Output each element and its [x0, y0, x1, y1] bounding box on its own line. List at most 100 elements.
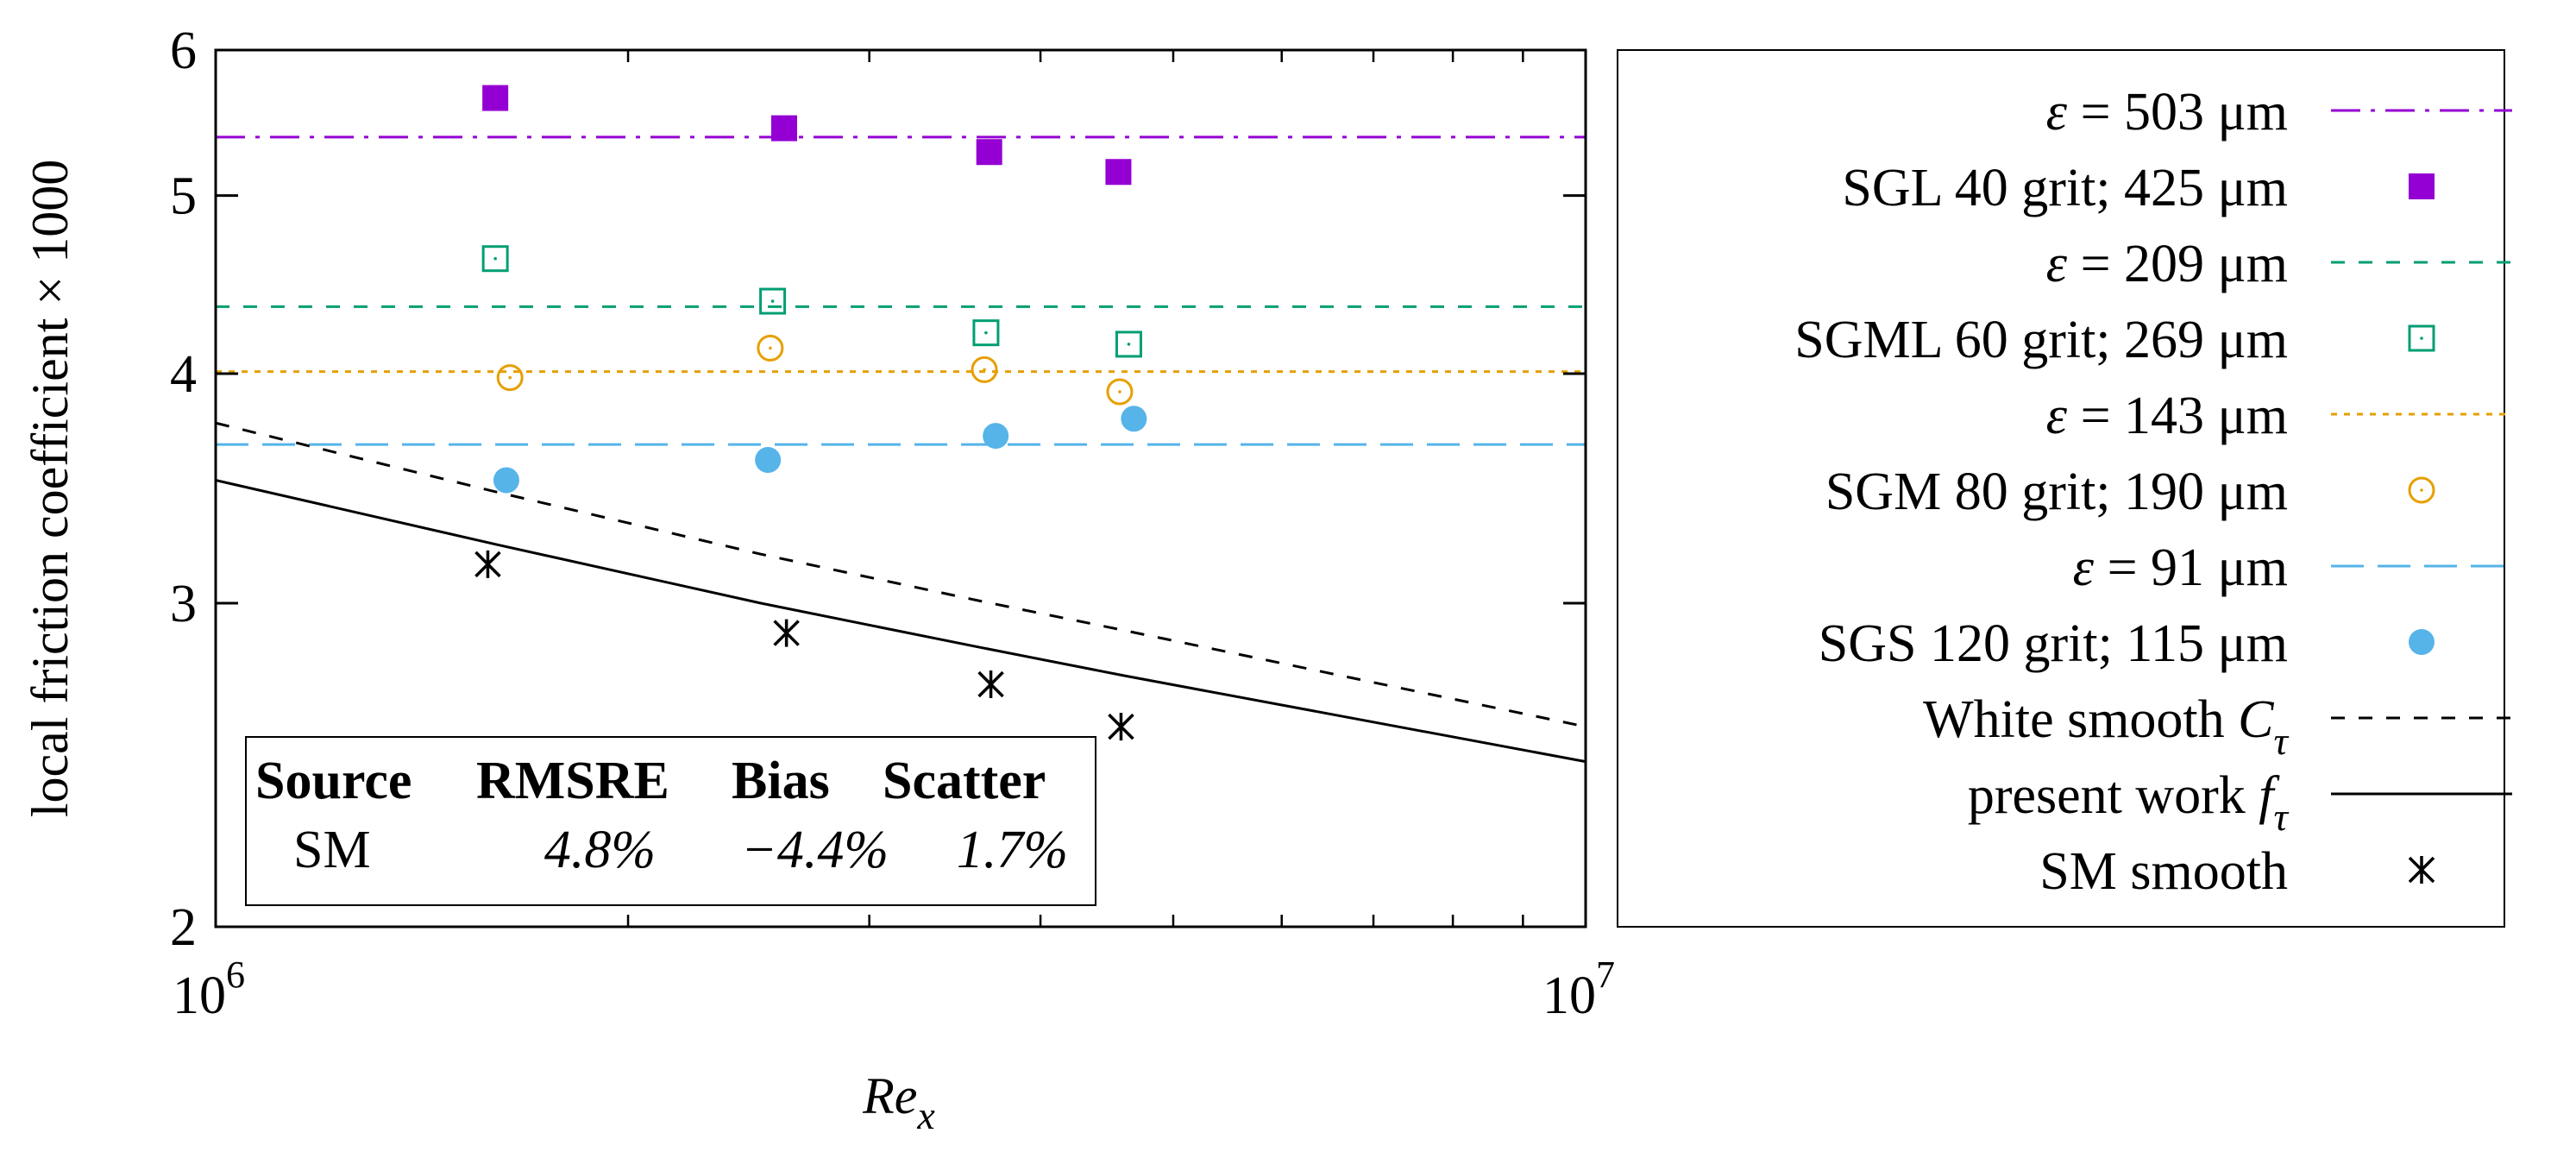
legend-label-smsmooth: SM smooth	[2039, 842, 2288, 901]
point-sgs120-1-shape	[755, 446, 782, 473]
point-sgm80-3-dot	[1118, 390, 1122, 393]
point-sgml60-0-shape	[481, 245, 509, 273]
ytick-label-4: 4	[170, 345, 197, 404]
stats-box	[245, 736, 1096, 906]
point-smsmooth-1	[773, 619, 800, 647]
point-sgs120-2-shape	[983, 423, 1009, 450]
point-sgl40-3	[1105, 159, 1132, 186]
data-points	[474, 85, 1147, 741]
point-smsmooth-2-shape	[977, 670, 1004, 699]
line-white	[215, 421, 1586, 728]
legend-label-sgml60: SGML 60 grit; 269 μm	[1794, 311, 2288, 369]
point-sgm80-1-shape	[757, 334, 784, 362]
ytick-label-5: 5	[170, 167, 197, 226]
point-sgml60-3-dot	[1127, 343, 1131, 346]
point-sgl40-2	[976, 139, 1002, 166]
stats-cell-scatter: 1.7%	[957, 821, 1068, 879]
point-sgml60-3-shape	[1115, 330, 1142, 358]
stats-cell-rmsre: 4.8%	[544, 821, 656, 879]
point-sgm80-0-shape	[496, 364, 524, 392]
point-sgs120-2	[983, 423, 1009, 450]
point-sgml60-1-shape	[759, 287, 787, 315]
legend-label-eps209: ε = 209 μm	[2046, 235, 2288, 293]
stats-header-rmsre: RMSRE	[476, 752, 669, 810]
legend-label-sgs120: SGS 120 grit; 115 μm	[1819, 614, 2288, 673]
xtick-label-7: 107	[1542, 954, 1615, 1025]
point-sgml60-0	[481, 245, 509, 273]
point-sgml60-2	[972, 319, 1000, 347]
point-sgl40-1-shape	[770, 115, 797, 142]
point-sgml60-3	[1115, 330, 1142, 358]
point-sgm80-0-dot	[508, 375, 512, 380]
ytick-label-2: 2	[170, 898, 197, 957]
stats-header-source: Source	[255, 752, 412, 810]
point-smsmooth-3-shape	[1108, 713, 1134, 741]
legend-label-eps503: ε = 503 μm	[2046, 83, 2288, 142]
legend-marker-smsmooth	[2408, 856, 2435, 884]
point-sgm80-1-dot	[769, 346, 772, 350]
point-sgm80-2-dot	[983, 368, 986, 372]
legend-label-sgm80: SGM 80 grit; 190 μm	[1825, 463, 2288, 521]
legend-marker-sgml60-dot	[2420, 337, 2423, 340]
point-sgs120-3-shape	[1121, 406, 1147, 432]
legend-marker-sgl40-shape	[2409, 173, 2435, 199]
legend-label-sgl40: SGL 40 grit; 425 μm	[1842, 159, 2288, 217]
stats-header-scatter: Scatter	[883, 752, 1046, 810]
stats-cell-source: SM	[293, 821, 371, 879]
legend-marker-smsmooth-shape	[2408, 856, 2435, 884]
point-sgl40-2-shape	[976, 139, 1002, 166]
point-sgm80-1	[757, 334, 784, 362]
point-sgm80-3	[1106, 378, 1134, 406]
point-sgm80-3-shape	[1106, 378, 1134, 406]
point-sgs120-0	[493, 467, 519, 494]
legend-marker-sgs120-shape	[2409, 629, 2435, 655]
point-smsmooth-2	[977, 670, 1004, 699]
point-smsmooth-1-shape	[773, 619, 800, 647]
point-sgs120-3	[1121, 406, 1147, 432]
ytick-label-3: 3	[170, 575, 197, 633]
point-sgm80-2-shape	[971, 356, 998, 383]
xtick-label-6: 106	[173, 954, 245, 1025]
correlation-lines	[215, 421, 1586, 764]
legend-marker-sgml60-shape	[2408, 324, 2435, 352]
plot-frame	[214, 48, 1587, 929]
legend: ε = 503 μm SGL 40 grit; 425 μm ε = 209 μm S…	[1794, 83, 2512, 901]
legend-label-white: White smooth Cτ	[1923, 690, 2289, 763]
point-sgs120-0-shape	[493, 467, 519, 494]
legend-marker-sgl40	[2409, 173, 2435, 199]
reference-lines	[216, 135, 1586, 446]
legend-marker-sgm80	[2408, 476, 2435, 504]
ytick-label-6: 6	[170, 22, 197, 80]
point-sgml60-1-dot	[770, 299, 775, 303]
point-sgm80-0	[496, 364, 524, 392]
point-smsmooth-0-shape	[474, 550, 501, 578]
point-sgs120-1	[755, 446, 782, 473]
point-sgl40-3-shape	[1105, 159, 1132, 186]
point-sgml60-2-shape	[972, 319, 1000, 347]
point-sgl40-1	[770, 115, 797, 142]
stats-table: Source RMSRE Bias Scatter SM 4.8% −4.4% …	[245, 736, 1096, 906]
point-sgl40-0-shape	[482, 85, 509, 111]
x-axis-title: Rex	[862, 1067, 935, 1137]
point-smsmooth-0	[474, 550, 501, 578]
stats-header-bias: Bias	[732, 752, 830, 810]
legend-marker-sgm80-dot	[2420, 488, 2423, 492]
point-sgml60-1	[759, 287, 787, 315]
axis-ticks: 2 3 4 5 6 106 107	[170, 22, 1615, 1025]
legend-marker-sgm80-shape	[2408, 476, 2435, 504]
point-sgl40-0	[482, 85, 509, 111]
legend-label-present: present work fτ	[1968, 766, 2290, 839]
legend-label-eps91: ε = 91 μm	[2073, 538, 2288, 597]
line-present	[215, 479, 1586, 764]
stats-cell-bias: −4.4%	[741, 821, 889, 879]
point-sgml60-0-dot	[493, 256, 497, 261]
point-smsmooth-3	[1108, 713, 1134, 741]
y-axis-title: local friction coefficient × 1000	[22, 160, 79, 817]
legend-marker-sgs120	[2409, 629, 2435, 655]
legend-label-eps143: ε = 143 μm	[2046, 387, 2288, 445]
point-sgml60-2-dot	[984, 330, 988, 335]
legend-box	[1617, 49, 2505, 928]
point-sgm80-2	[971, 356, 998, 383]
legend-marker-sgml60	[2408, 324, 2435, 352]
